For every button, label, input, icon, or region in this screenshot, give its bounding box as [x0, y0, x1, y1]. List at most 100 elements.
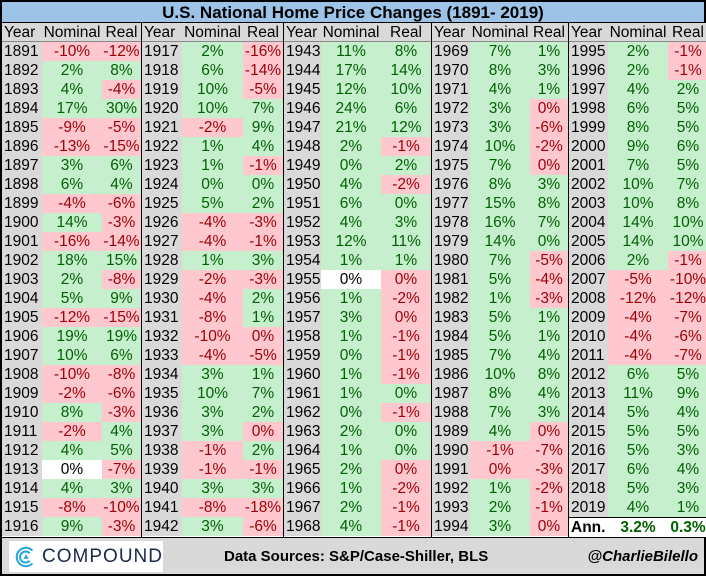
year-group: Year Nominal Real 1917 2% -16% 1918 6% -14% 1919 1… [142, 23, 284, 537]
nominal-cell: 15% [470, 194, 530, 213]
real-cell: 2% [243, 403, 283, 422]
real-cell: 10% [381, 80, 431, 99]
year-cell: 1931 [142, 308, 182, 327]
table-row: 1891 -10% -12% [2, 42, 141, 61]
nominal-cell: 14% [608, 232, 668, 251]
real-cell: 6% [102, 346, 141, 365]
table-row: 1991 0% -3% [432, 460, 568, 479]
table-row: 1987 8% 4% [432, 384, 568, 403]
year-cell: 1922 [142, 137, 182, 156]
table-row: 1922 1% 4% [142, 137, 283, 156]
year-cell: 1975 [432, 156, 470, 175]
nominal-cell: 0% [321, 346, 381, 365]
table-row: 1909 -2% -6% [2, 384, 141, 403]
nominal-cell: 1% [321, 479, 381, 498]
header-real: Real [390, 24, 422, 41]
nominal-cell: -2% [42, 384, 102, 403]
nominal-cell: 1% [321, 365, 381, 384]
nominal-cell: 6% [321, 194, 381, 213]
real-cell: 1% [530, 327, 568, 346]
table-row: 1908 -10% -8% [2, 365, 141, 384]
nominal-cell: -8% [182, 308, 243, 327]
real-cell: -16% [243, 42, 283, 61]
year-cell: 1949 [284, 156, 321, 175]
header-nominal: Nominal [322, 24, 380, 41]
real-cell: -1% [381, 346, 431, 365]
table-row: 2001 7% 5% [569, 156, 706, 175]
table-row: 1916 9% -3% [2, 517, 141, 536]
table-row: 1903 2% -8% [2, 270, 141, 289]
year-cell: 1932 [142, 327, 182, 346]
table-row: 2006 2% -1% [569, 251, 706, 270]
real-cell: 10% [668, 232, 706, 251]
year-cell: 2009 [569, 308, 608, 327]
nominal-cell: 2% [470, 498, 530, 517]
table-row: 1975 7% 0% [432, 156, 568, 175]
nominal-cell: 4% [321, 175, 381, 194]
real-cell: 9% [102, 289, 141, 308]
table-row: 1943 11% 8% [284, 42, 431, 61]
real-cell: -1% [668, 61, 706, 80]
nominal-cell: -8% [182, 498, 243, 517]
real-cell: -1% [381, 137, 431, 156]
nominal-cell: 5% [608, 403, 668, 422]
real-cell: -1% [381, 498, 431, 517]
year-cell: 1965 [284, 460, 321, 479]
year-cell: 1989 [432, 422, 470, 441]
real-cell: 3% [530, 175, 568, 194]
table-row: 1988 7% 3% [432, 403, 568, 422]
year-cell: 1948 [284, 137, 321, 156]
real-cell: -3% [243, 270, 283, 289]
table-row: 1957 3% 0% [284, 308, 431, 327]
real-cell: -6% [102, 194, 141, 213]
table-row: 1892 2% 8% [2, 61, 141, 80]
real-cell: -4% [530, 270, 568, 289]
real-cell: 5% [668, 422, 706, 441]
nominal-cell: -10% [42, 365, 102, 384]
nominal-cell: 5% [182, 194, 243, 213]
nominal-cell: -4% [42, 194, 102, 213]
real-cell: 3% [668, 479, 706, 498]
table-row: 2015 5% 5% [569, 422, 706, 441]
real-cell: -6% [102, 384, 141, 403]
table-row: 1986 10% 8% [432, 365, 568, 384]
year-cell: 1904 [2, 289, 42, 308]
real-cell: -5% [530, 251, 568, 270]
real-cell: 4% [102, 175, 141, 194]
table-row: 1992 1% -2% [432, 479, 568, 498]
nominal-cell: 14% [608, 213, 668, 232]
real-cell: 3% [102, 479, 141, 498]
nominal-cell: -1% [182, 441, 243, 460]
year-cell: 1937 [142, 422, 182, 441]
table-row: 1899 -4% -6% [2, 194, 141, 213]
table-row: 1980 7% -5% [432, 251, 568, 270]
table-row: 1954 1% 1% [284, 251, 431, 270]
real-cell: 12% [381, 118, 431, 137]
year-cell: 1933 [142, 346, 182, 365]
year-cell: 1998 [569, 99, 608, 118]
real-cell: 0% [243, 175, 283, 194]
table-row: 1967 2% -1% [284, 498, 431, 517]
real-cell: -1% [668, 251, 706, 270]
real-cell: 0% [381, 270, 431, 289]
nominal-cell: 1% [182, 251, 243, 270]
header-year: Year [569, 23, 608, 41]
real-cell: -1% [381, 403, 431, 422]
real-cell: 10% [668, 213, 706, 232]
table-row: 1913 0% -7% [2, 460, 141, 479]
real-cell: 2% [243, 441, 283, 460]
nominal-cell: 6% [182, 61, 243, 80]
real-cell: 8% [530, 194, 568, 213]
real-cell: 4% [668, 403, 706, 422]
real-cell: -10% [102, 498, 141, 517]
header-real: Real [672, 24, 704, 41]
chart-title: U.S. National Home Price Changes (1891- … [2, 2, 704, 23]
nominal-cell: -4% [608, 346, 668, 365]
year-cell: 1940 [142, 479, 182, 498]
real-cell: 4% [243, 137, 283, 156]
real-cell: -3% [530, 289, 568, 308]
nominal-cell: 0% [321, 403, 381, 422]
year-cell: 1953 [284, 232, 321, 251]
real-cell: -5% [102, 118, 141, 137]
year-cell: 1910 [2, 403, 42, 422]
